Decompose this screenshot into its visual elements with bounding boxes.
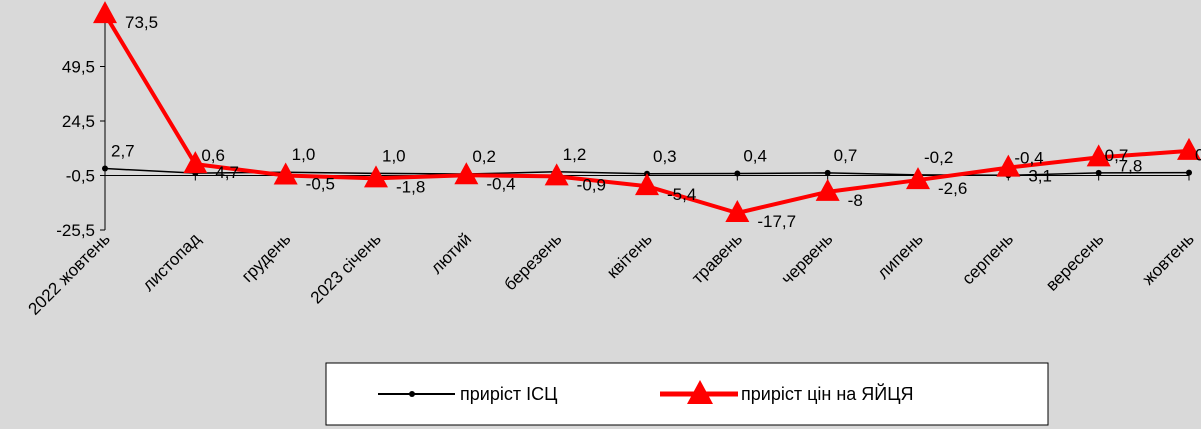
data-label-isc: 1,0 <box>292 145 316 164</box>
legend-label-eggs: приріст цін на ЯЙЦЯ <box>741 383 914 404</box>
legend-label-isc: приріст ІСЦ <box>460 384 557 404</box>
data-label-isc: 0,8 <box>1195 146 1201 165</box>
point-eggs <box>1177 137 1201 160</box>
point-isc <box>102 165 108 172</box>
data-labels: 2,7 0,6 1,0 1,0 0,2 1,2 0,3 0,4 0,7 -0,2 -0,4 0,7 0,… <box>111 13 1201 231</box>
category-label: травень <box>688 229 746 287</box>
data-label-isc: 1,0 <box>382 146 406 165</box>
point-eggs <box>1086 144 1111 167</box>
data-label-isc: 0,3 <box>653 147 677 166</box>
y-tick-label: 49,5 <box>62 58 95 77</box>
data-label-isc: 0,7 <box>1105 146 1129 165</box>
data-label-isc: -0,4 <box>1014 148 1043 167</box>
category-label: грудень <box>238 229 295 286</box>
point-eggs <box>544 163 569 186</box>
data-label-eggs: 7,8 <box>1119 156 1143 175</box>
point-eggs <box>725 199 750 222</box>
point-eggs <box>635 173 659 196</box>
data-label-eggs: 73,5 <box>125 13 158 32</box>
category-label: 2023 січень <box>307 229 385 307</box>
category-label: жовтень <box>1139 229 1198 288</box>
category-label: липень <box>874 229 927 282</box>
data-label-eggs: -8 <box>848 191 863 210</box>
category-label: березень <box>501 229 566 294</box>
series-layer <box>93 1 1201 222</box>
y-tick-label: -0,5 <box>66 167 95 186</box>
y-tick-label: -25,5 <box>56 221 95 240</box>
category-label: лютий <box>427 229 475 277</box>
data-label-eggs: -0,5 <box>306 175 335 194</box>
point-isc <box>824 169 831 176</box>
data-label-isc: 2,7 <box>111 142 135 161</box>
data-label-eggs: -17,7 <box>757 212 796 231</box>
data-label-eggs: 4,7 <box>215 163 239 182</box>
point-eggs <box>815 178 840 201</box>
data-label-isc: 0,6 <box>201 146 225 165</box>
point-eggs <box>364 165 388 188</box>
point-eggs <box>273 162 298 185</box>
y-tick-label: 24,5 <box>62 112 95 131</box>
data-label-eggs: -0,4 <box>486 174 515 193</box>
category-label: квітень <box>603 229 656 282</box>
legend-item-isc: приріст ІСЦ <box>378 384 557 404</box>
legend: приріст ІСЦ приріст цін на ЯЙЦЯ <box>325 362 1049 426</box>
category-label: вересень <box>1042 229 1107 294</box>
point-eggs <box>906 167 930 190</box>
point-isc <box>734 170 741 177</box>
y-axis: 49,5 24,5 -0,5 -25,5 <box>56 12 106 240</box>
category-label: 2022 жовтень <box>25 229 114 318</box>
point-eggs <box>183 151 208 174</box>
point-isc <box>1186 169 1192 176</box>
legend-marker-isc <box>409 391 415 397</box>
category-label: червень <box>778 229 837 288</box>
data-label-eggs: -1,8 <box>396 177 425 196</box>
data-label-isc: 0,7 <box>834 146 858 165</box>
point-eggs <box>93 1 117 24</box>
data-label-eggs: -5,4 <box>667 185 696 204</box>
point-isc <box>1095 169 1102 176</box>
data-label-eggs: -0,9 <box>577 175 606 194</box>
point-eggs <box>996 154 1021 177</box>
data-label-isc: 1,2 <box>563 145 587 164</box>
category-labels: 2022 жовтень листопад грудень 2023 січень лю… <box>25 229 1198 318</box>
category-label: листопад <box>139 229 204 294</box>
data-label-isc: -0,2 <box>924 148 953 167</box>
point-eggs <box>454 162 479 185</box>
data-label-eggs: 3,1 <box>1028 167 1052 186</box>
legend-marker-eggs <box>687 380 713 404</box>
data-label-eggs: -2,6 <box>938 179 967 198</box>
data-label-isc: 0,4 <box>743 147 767 166</box>
legend-item-eggs: приріст цін на ЯЙЦЯ <box>660 380 914 404</box>
data-label-isc: 0,2 <box>472 147 496 166</box>
category-label: серпень <box>958 229 1017 288</box>
